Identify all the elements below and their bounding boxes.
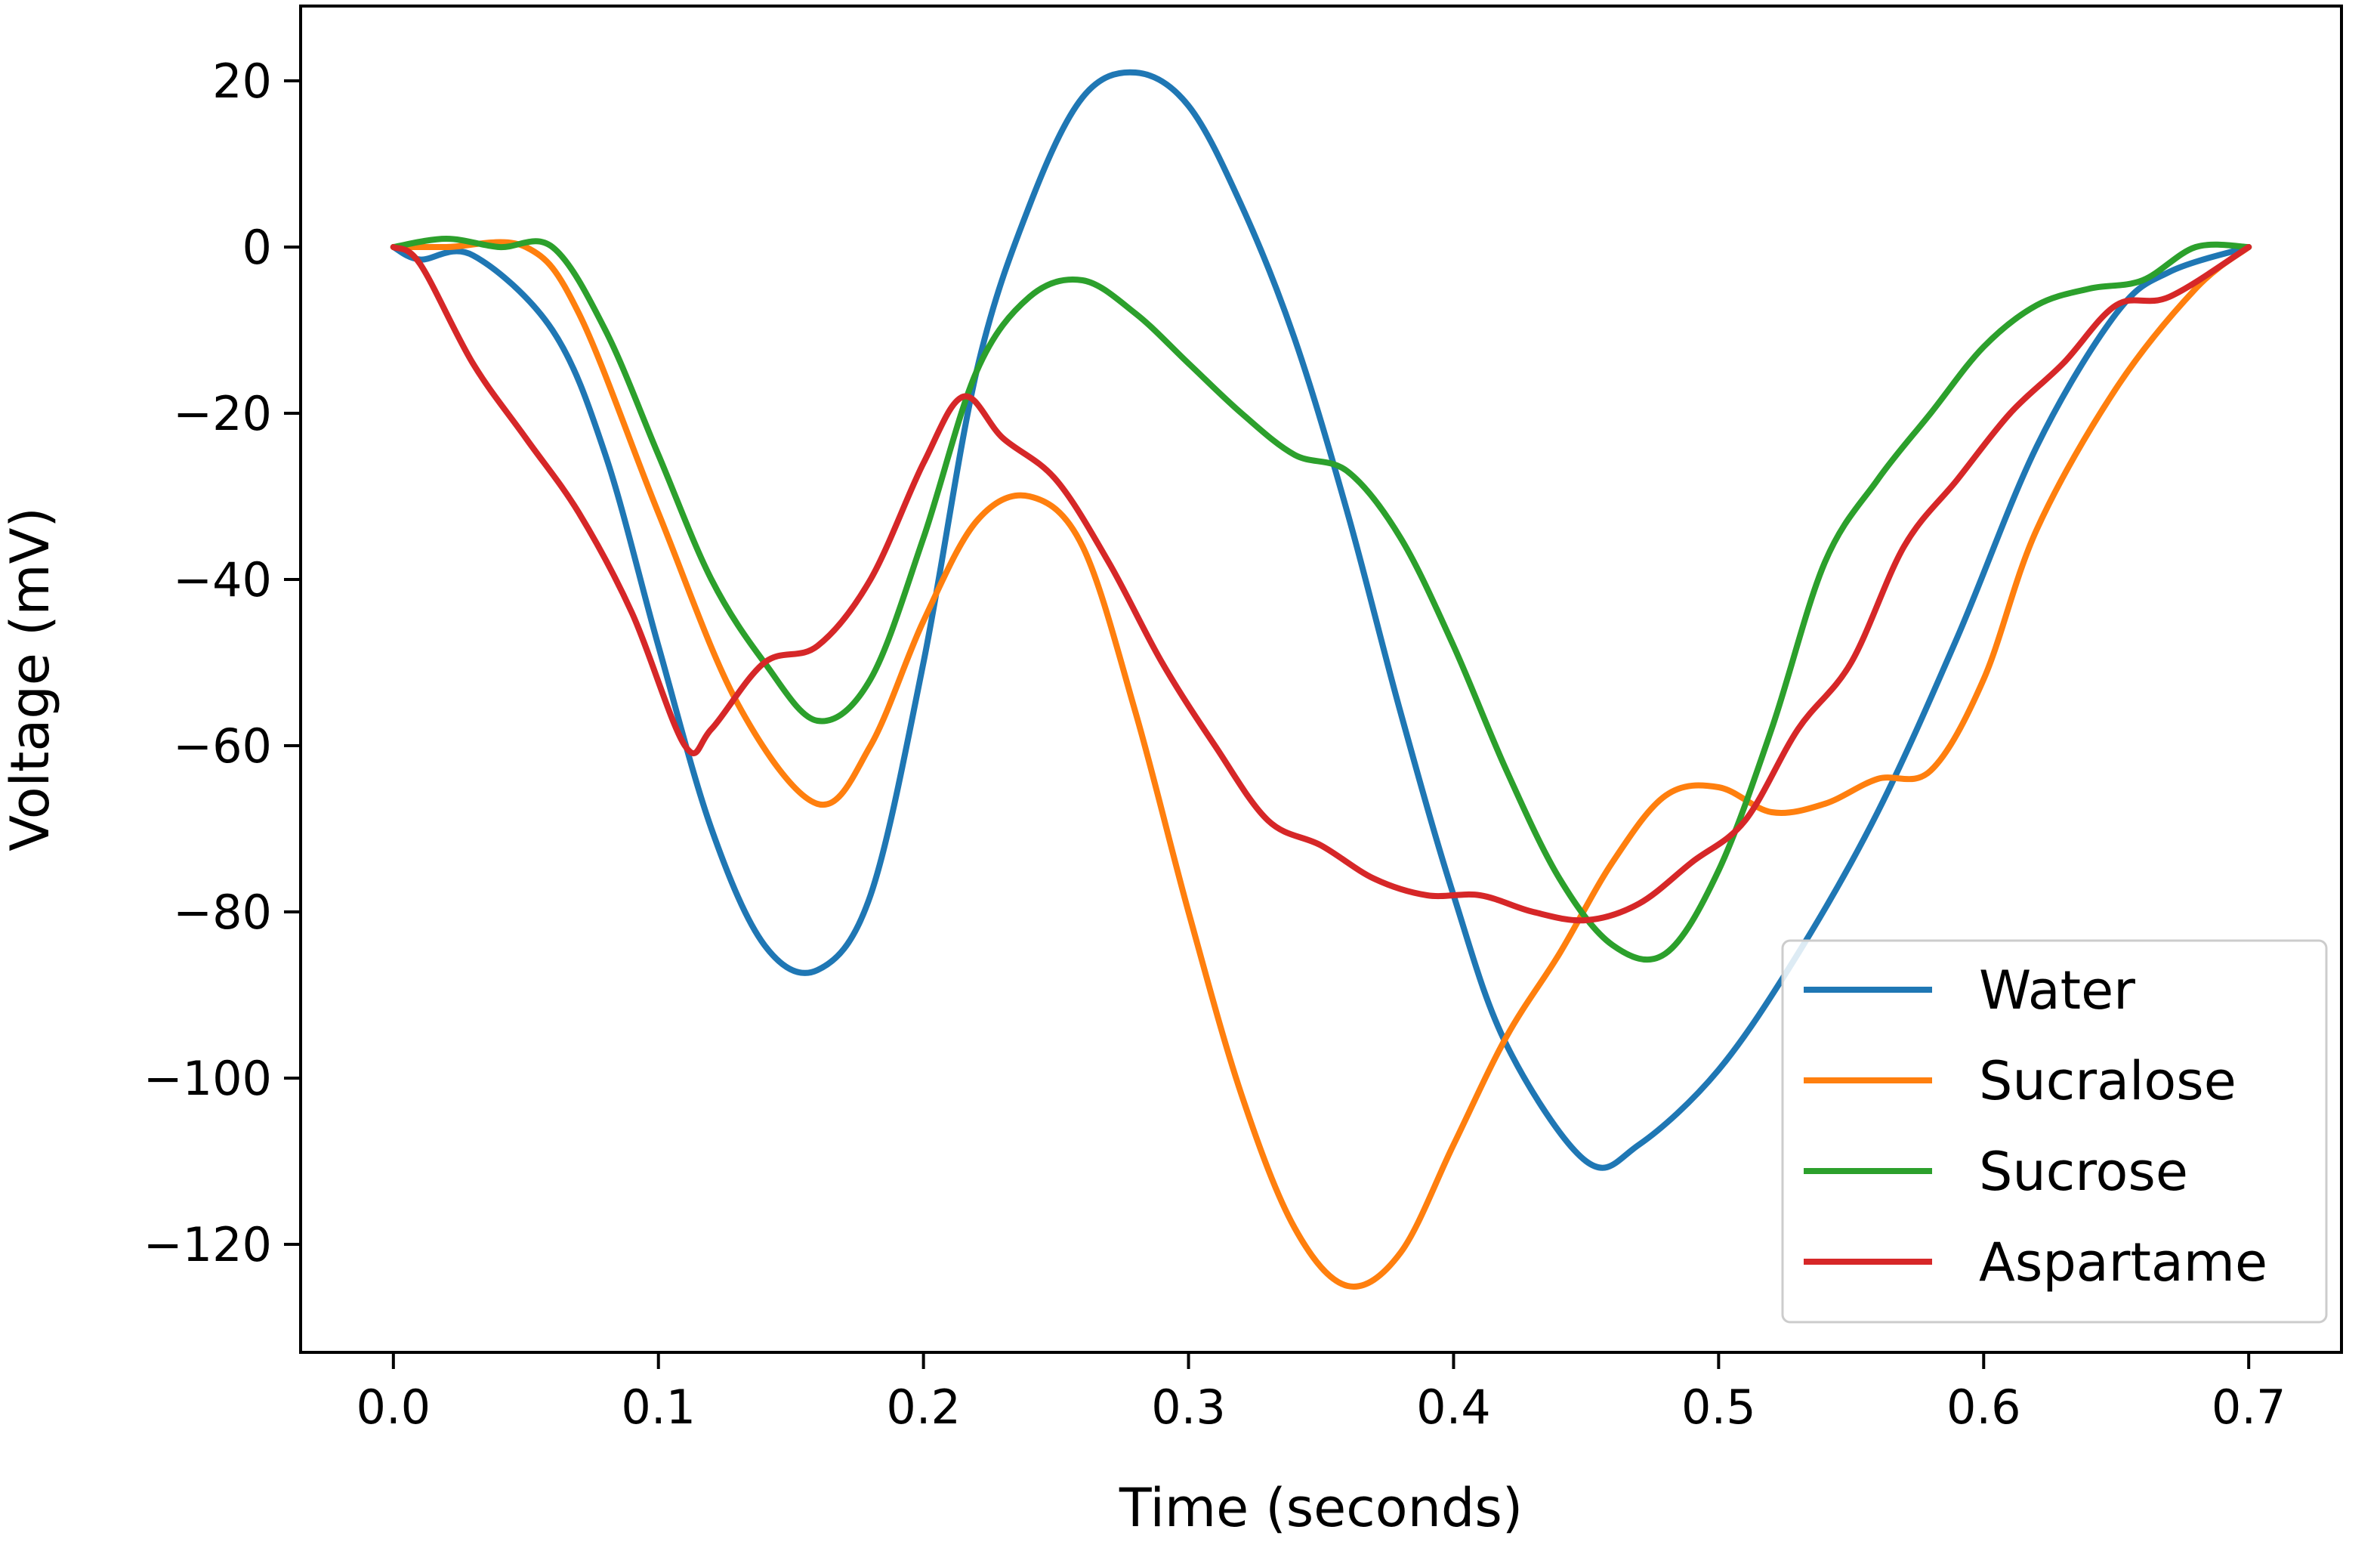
series-layer	[390, 69, 2252, 1290]
y-axis-ticks: 20 0 −20 −40 −60 −80 −100 −120	[144, 54, 301, 1272]
x-axis-ticks: 0.0 0.1 0.2 0.3 0.4 0.5 0.6 0.7	[357, 1352, 2286, 1435]
x-tick-label: 0.1	[621, 1380, 696, 1435]
legend: Water Sucralose Sucrose Aspartame	[1781, 939, 2328, 1324]
y-tick-label: −80	[173, 885, 272, 940]
y-tick-label: −60	[173, 718, 272, 774]
y-tick-label: −20	[173, 386, 272, 441]
x-tick-label: 0.2	[886, 1380, 961, 1435]
legend-box	[1781, 939, 2328, 1324]
x-tick-label: 0.7	[2212, 1380, 2286, 1435]
legend-label-aspartame: Aspartame	[1979, 1231, 2267, 1293]
x-tick-label: 0.4	[1416, 1380, 1491, 1435]
legend-label-sucrose: Sucrose	[1979, 1141, 2188, 1203]
y-tick-label: 20	[212, 54, 272, 109]
y-tick-label: −100	[144, 1051, 272, 1106]
y-tick-label: −120	[144, 1217, 272, 1272]
series-line-sucrose	[390, 236, 2252, 963]
legend-label-sucralose: Sucralose	[1979, 1050, 2236, 1112]
x-tick-label: 0.3	[1151, 1380, 1226, 1435]
series-line-sucralose	[390, 239, 2252, 1290]
y-axis-label: Voltage (mV)	[0, 507, 61, 851]
series-line-aspartame	[390, 244, 2252, 924]
y-tick-label: 0	[242, 220, 272, 275]
plot-frame	[299, 5, 2343, 1354]
y-tick-label: −40	[173, 552, 272, 607]
legend-label-water: Water	[1979, 960, 2135, 1021]
x-tick-label: 0.5	[1681, 1380, 1756, 1435]
x-axis-label: Time (seconds)	[1119, 1477, 1523, 1539]
x-tick-label: 0.6	[1946, 1380, 2021, 1435]
x-tick-label: 0.0	[357, 1380, 431, 1435]
